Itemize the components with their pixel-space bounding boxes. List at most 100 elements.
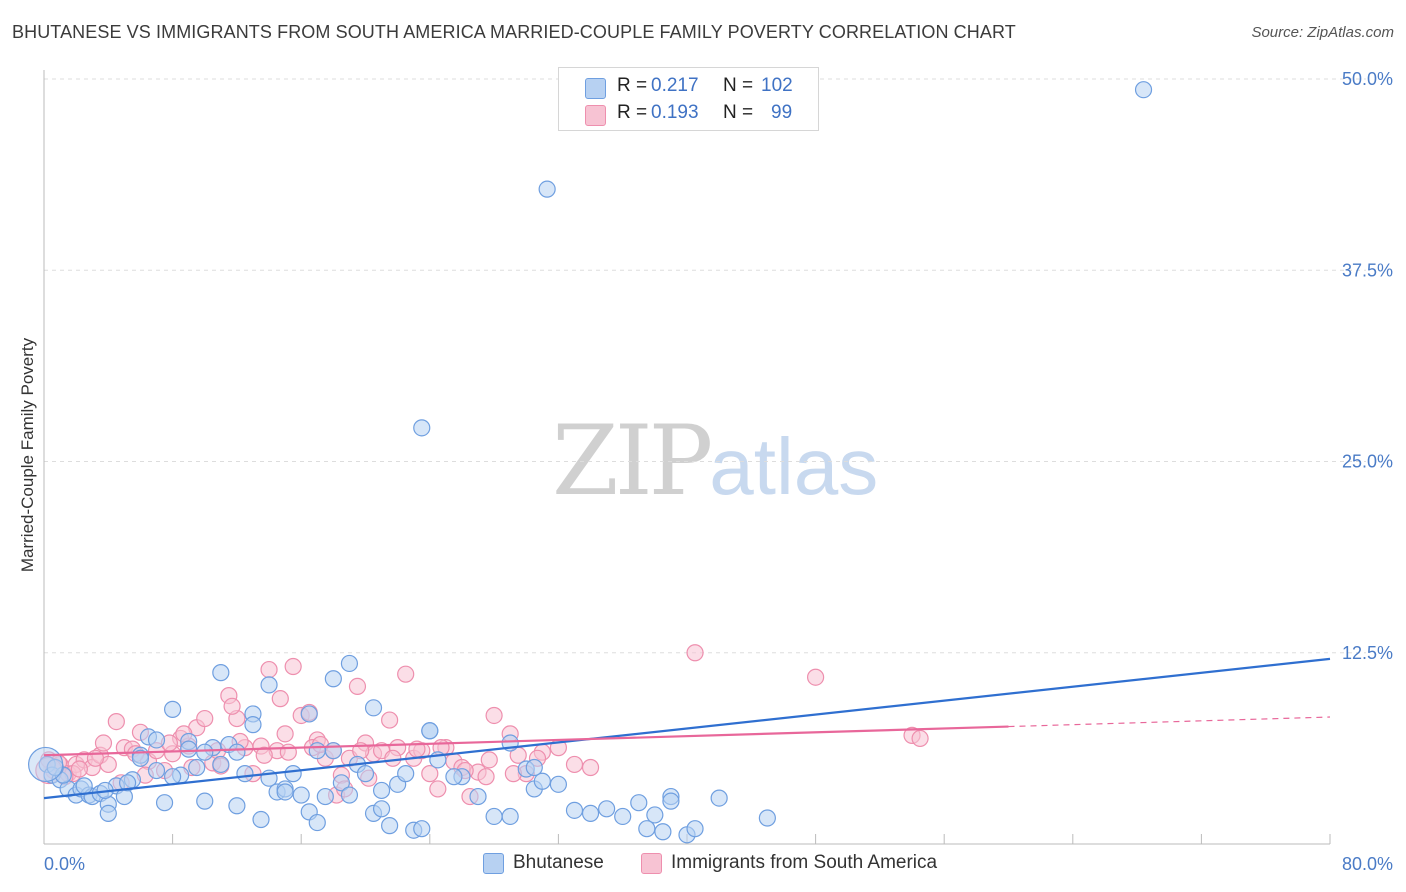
pink-data-point: [429, 780, 447, 798]
tick-labels: 12.5% 25.0% 37.5% 50.0% 0.0% 80.0%: [44, 69, 1393, 874]
blue-data-point: [654, 823, 672, 841]
bottom-legend-label: Bhutanese: [513, 852, 604, 873]
blue-data-point: [581, 804, 600, 823]
pink-data-point: [686, 644, 704, 662]
blue-data-point: [228, 743, 246, 761]
pink-data-point: [397, 665, 415, 683]
blue-data-point: [372, 800, 391, 818]
axes: [43, 70, 1331, 845]
blue-data-point: [1134, 81, 1153, 99]
blue-data-point: [646, 806, 664, 824]
blue-data-point: [260, 676, 278, 694]
blue-data-point: [164, 700, 182, 718]
bottom-legend-label: Immigrants from South America: [671, 852, 938, 873]
blue-data-point: [308, 813, 326, 832]
pink-data-point: [260, 660, 278, 679]
x-tick-label: 80.0%: [1342, 854, 1393, 874]
y-tick-label: 37.5%: [1342, 260, 1393, 280]
blue-data-point: [413, 820, 431, 838]
pink-data-point: [279, 743, 297, 761]
pink-data-point: [284, 657, 302, 676]
blue-data-point: [75, 777, 93, 795]
blue-data-point: [252, 810, 270, 829]
blue-data-cluster: [28, 746, 64, 783]
blue-data-point: [196, 792, 214, 810]
pink-data-point: [581, 758, 600, 777]
pink-data-point: [223, 697, 241, 715]
blue-data-point: [332, 774, 350, 792]
blue-data-point: [147, 731, 166, 749]
blue-data-point: [662, 792, 680, 810]
blue-data-point: [549, 775, 568, 793]
blue-data-point: [316, 787, 334, 806]
pink-data-point: [911, 729, 929, 748]
pink-data-point: [480, 751, 498, 769]
blue-data-point: [164, 768, 182, 786]
blue-data-point: [356, 765, 375, 783]
y-tick-label: 50.0%: [1342, 69, 1393, 89]
blue-data-point: [485, 807, 503, 826]
pink-data-point: [348, 677, 367, 696]
watermark-atlas: atlas: [709, 422, 879, 511]
pink-data-point: [477, 768, 495, 786]
blue-data-point: [501, 807, 519, 826]
blue-data-point: [324, 742, 342, 760]
pink-data-point: [381, 711, 399, 729]
blue-data-point: [155, 794, 174, 812]
pink-data-point: [70, 760, 88, 778]
blue-data-point: [118, 774, 137, 792]
legend-r-label: R =: [617, 102, 648, 123]
watermark: ZIPatlas: [552, 405, 878, 517]
blue-trend-line: [43, 657, 1331, 800]
pink-data-point: [271, 690, 289, 708]
blue-data-point: [276, 783, 294, 801]
blue-data-point: [236, 765, 254, 783]
blue-data-point: [228, 797, 246, 815]
chart-title: BHUTANESE VS IMMIGRANTS FROM SOUTH AMERI…: [12, 22, 1016, 42]
blue-data-point: [212, 755, 230, 774]
blue-data-point: [372, 781, 391, 800]
pink-data-point: [196, 709, 214, 728]
pink-data-point: [421, 765, 439, 783]
blue-data-point: [565, 801, 584, 819]
blue-data-point: [180, 740, 198, 758]
legend-r-value: 0.217: [651, 75, 699, 96]
blue-data-point: [614, 807, 632, 826]
blue-data-point: [308, 742, 326, 760]
grid: [44, 78, 1366, 654]
x-tick-label: 0.0%: [44, 854, 85, 874]
pink-data-point: [255, 746, 273, 764]
blue-data-point: [525, 758, 543, 777]
blue-data-point: [292, 786, 310, 804]
y-tick-label: 12.5%: [1342, 643, 1393, 663]
blue-data-point: [397, 765, 415, 783]
blue-data-point: [131, 749, 150, 767]
blue-data-point: [188, 758, 206, 777]
pink-data-point: [94, 734, 113, 752]
pink-trend-line-extension: [1008, 716, 1331, 728]
correlation-legend: R = 0.217 N = 102 R = 0.193 N = 99: [558, 67, 819, 131]
blue-data-point: [99, 804, 117, 823]
legend-n-label: N =: [723, 102, 754, 123]
legend-n-label: N =: [723, 75, 754, 96]
blue-data-point: [381, 817, 399, 835]
blue-data-point: [469, 787, 487, 806]
blue-data-point: [758, 809, 776, 827]
pink-data-point: [565, 755, 584, 774]
legend-r-value: 0.193: [651, 102, 699, 123]
blue-data-point: [413, 419, 431, 437]
blue-data-point: [244, 716, 262, 734]
blue-swatch: [585, 78, 606, 99]
blue-data-point: [421, 722, 439, 740]
pink-data-point: [384, 749, 402, 767]
blue-data-point: [630, 794, 648, 812]
blue-data-point: [324, 670, 342, 688]
blue-swatch: [483, 853, 504, 874]
legend-n-value: 99: [771, 102, 793, 123]
blue-data-point: [284, 765, 302, 783]
blue-data-point: [340, 786, 359, 804]
blue-data-point: [364, 699, 383, 717]
blue-data-point: [686, 820, 704, 838]
blue-data-point: [598, 800, 616, 818]
